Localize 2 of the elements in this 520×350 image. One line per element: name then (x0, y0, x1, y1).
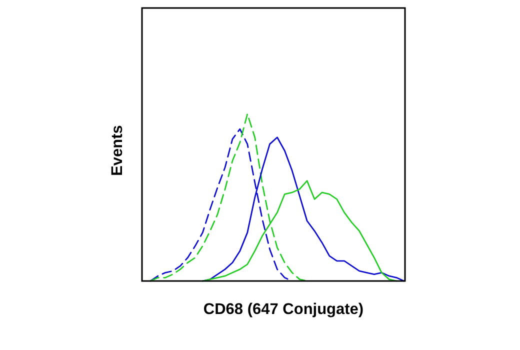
x-axis-title: CD68 (647 Conjugate) (203, 301, 364, 318)
y-axis-title: Events (109, 125, 126, 176)
